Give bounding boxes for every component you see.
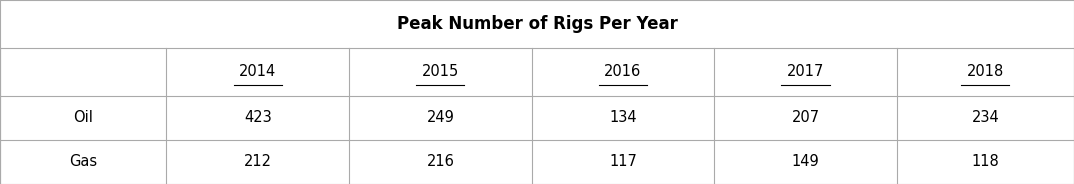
Text: 2017: 2017 [787,64,824,79]
Text: 117: 117 [609,154,637,169]
Text: 134: 134 [609,110,637,125]
Text: Peak Number of Rigs Per Year: Peak Number of Rigs Per Year [396,15,678,33]
Text: Gas: Gas [69,154,98,169]
Text: 207: 207 [792,110,819,125]
Text: 2014: 2014 [240,64,276,79]
Text: 249: 249 [426,110,454,125]
Text: 423: 423 [244,110,272,125]
Text: 2016: 2016 [605,64,641,79]
Text: Oil: Oil [73,110,93,125]
Text: 2015: 2015 [422,64,459,79]
Text: 216: 216 [426,154,454,169]
Text: 212: 212 [244,154,272,169]
Text: 149: 149 [792,154,819,169]
Text: 118: 118 [972,154,999,169]
Text: 234: 234 [972,110,999,125]
Text: 2018: 2018 [967,64,1004,79]
